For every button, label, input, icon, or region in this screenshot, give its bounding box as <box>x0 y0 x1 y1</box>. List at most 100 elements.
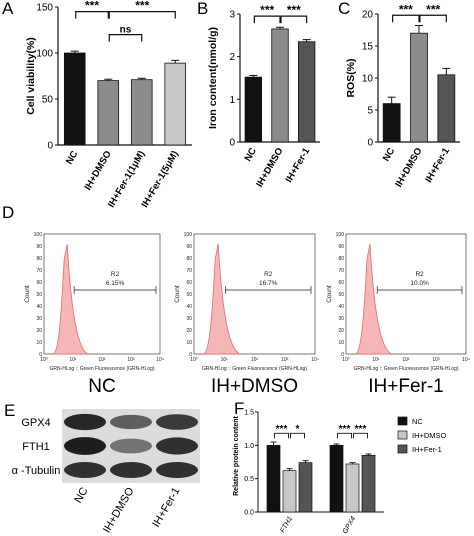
flow-y-label: Count <box>24 285 31 303</box>
significance-bracket <box>392 14 420 23</box>
flow-y-tick: 50 <box>36 292 42 298</box>
protein-label: α -Tubulin <box>12 465 61 477</box>
y-tick-label: 1.5 <box>244 410 254 417</box>
flow-x-label: GRN-HLog :: Green Fluorescence (GRN-HLog… <box>353 366 458 372</box>
histogram-peak <box>53 243 89 355</box>
y-tick-label: 5 <box>367 106 373 117</box>
flow-plot-frame <box>345 233 467 355</box>
legend-swatch <box>397 430 408 440</box>
flow-caption: IH+DMSO <box>211 376 298 397</box>
blot-band <box>110 438 152 454</box>
western-blot-panel: GPX4 FTH1 α -Tubulin NC IH+DMSO IH+Fer-1 <box>12 409 200 535</box>
bar <box>361 454 376 513</box>
flow-x-label: GRN-HLog :: Green Fluorescence (GRN-HLog… <box>49 366 154 372</box>
panel-letter-b: B <box>197 0 208 18</box>
blot-band <box>156 414 198 430</box>
y-axis-label: Cell viability(%) <box>25 37 37 115</box>
chart-a-cell-viability: 0 50 100 150 Cell viability(%) NC IH+DMSO IH+Fe… <box>25 0 192 210</box>
flow-y-tick: 10 <box>338 340 344 346</box>
bar <box>410 32 428 143</box>
significance-bracket <box>108 34 143 42</box>
blot-band <box>110 414 152 430</box>
bar <box>63 52 86 146</box>
flow-y-label: Count <box>174 285 181 303</box>
panel-letter-a: A <box>2 0 14 18</box>
flow-y-tick: 50 <box>338 292 344 298</box>
gate-label: R2 <box>111 271 120 278</box>
significance-bracket <box>290 432 305 439</box>
category-label: FTH1 <box>279 515 294 534</box>
category-label: IH+Fer-1(5μM) <box>140 149 181 210</box>
gate-percent: 16.7% <box>259 280 278 287</box>
significance-label: ns <box>120 25 132 36</box>
legend-label: NC <box>412 417 423 426</box>
y-tick-label: 50 <box>42 95 54 106</box>
y-tick-label: 0.5 <box>244 476 254 483</box>
bar <box>244 76 262 143</box>
significance-label: *** <box>260 3 274 17</box>
flow-x-tick: 10³ <box>281 357 289 363</box>
y-axis-label: Iron content(nmol/g) <box>207 27 219 129</box>
flow-y-tick: 30 <box>186 316 192 322</box>
blot-band <box>156 462 198 478</box>
flow-y-tick: 60 <box>186 280 192 286</box>
flow-y-tick: 0 <box>39 352 42 358</box>
significance-label: *** <box>339 424 351 435</box>
flow-x-label: GRN-HLog :: Green Fluorescence (GRN-HLog… <box>202 366 307 372</box>
bar <box>382 103 401 143</box>
flow-y-tick: 30 <box>36 316 42 322</box>
flow-y-tick: 10 <box>36 340 42 346</box>
blot-band <box>64 462 106 478</box>
flow-x-tick: 10² <box>98 357 106 363</box>
flow-x-tick: 10⁴ <box>156 357 164 363</box>
flow-y-tick: 100 <box>336 232 345 238</box>
category-label: NC <box>64 149 80 167</box>
y-tick-label: 0 <box>367 138 373 149</box>
histogram-peak <box>203 243 241 355</box>
blot-band <box>110 462 152 478</box>
y-tick-label: 0.0 <box>244 510 254 517</box>
flow-y-tick: 50 <box>186 292 192 298</box>
significance-bracket <box>419 14 447 23</box>
flow-x-tick: 10¹ <box>221 357 229 363</box>
flow-y-tick: 80 <box>36 256 42 262</box>
category-label: NC <box>381 146 397 164</box>
y-tick-label: 150 <box>36 3 53 14</box>
y-axis-label: ROS(%) <box>345 58 357 97</box>
gate-percent: 6.15% <box>106 280 125 287</box>
panel-letter-e: E <box>4 401 15 420</box>
bar <box>266 444 281 513</box>
y-axis-label: Relative protein content <box>233 415 240 495</box>
flow-plot-frame <box>193 233 316 355</box>
y-tick-label: 100 <box>36 49 53 60</box>
flow-x-tick: 10⁰ <box>342 357 350 363</box>
y-tick-label: 3 <box>229 10 235 21</box>
flow-plot-frame <box>43 233 161 355</box>
flow-y-tick: 60 <box>338 280 344 286</box>
lane-label: IH+DMSO <box>101 485 137 535</box>
flow-x-tick: 10¹ <box>372 357 380 363</box>
flow-y-tick: 30 <box>338 316 344 322</box>
flow-x-tick: 10² <box>402 357 410 363</box>
flow-y-tick: 80 <box>338 256 344 262</box>
significance-label: *** <box>276 424 288 435</box>
flow-y-tick: 70 <box>186 268 192 274</box>
y-tick-label: 1.0 <box>244 443 254 450</box>
bar <box>297 41 316 143</box>
gate-label: R2 <box>264 271 273 278</box>
panel-letter-c: C <box>338 0 350 18</box>
protein-label: FTH1 <box>22 441 50 453</box>
y-tick-label: 2 <box>229 52 235 63</box>
bar <box>164 62 187 146</box>
significance-label: *** <box>426 2 440 16</box>
legend-swatch <box>397 416 408 426</box>
flow-x-tick: 10¹ <box>69 357 77 363</box>
flow-y-tick: 70 <box>338 268 344 274</box>
category-label: IH+Fer-1 <box>284 145 313 184</box>
flow-y-tick: 70 <box>36 268 42 274</box>
significance-bracket <box>253 15 281 24</box>
